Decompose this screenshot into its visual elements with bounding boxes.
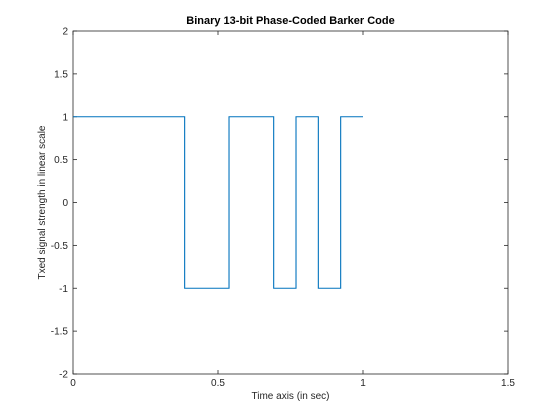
y-tick-label: -0.5 bbox=[51, 241, 69, 252]
y-axis: 2 1.5 1 0.5 0 -0.5 -1 -1.5 -2 bbox=[51, 27, 508, 381]
series-line bbox=[73, 116, 363, 289]
y-tick-label: 1.5 bbox=[54, 69, 68, 80]
x-tick-label: 0 bbox=[70, 378, 76, 389]
x-tick-label: 1 bbox=[360, 378, 366, 389]
chart-title: Binary 13-bit Phase-Coded Barker Code bbox=[186, 15, 394, 27]
x-tick-label: 1.5 bbox=[501, 378, 515, 389]
y-tick-label: -1.5 bbox=[51, 327, 69, 338]
y-tick-label: -2 bbox=[59, 370, 68, 381]
y-tick-label: 2 bbox=[62, 27, 68, 38]
y-tick-label: 0.5 bbox=[54, 155, 68, 166]
y-tick-label: 1 bbox=[62, 112, 68, 123]
x-tick-label: 0.5 bbox=[211, 378, 225, 389]
y-tick-label: -1 bbox=[59, 284, 68, 295]
y-axis-label: Txed signal strength in linear scale bbox=[37, 125, 48, 279]
series-layer bbox=[73, 116, 363, 289]
x-axis: 0 0.5 1 1.5 bbox=[70, 31, 515, 389]
plot-area bbox=[72, 30, 509, 375]
y-tick-label: 0 bbox=[62, 198, 68, 209]
x-axis-label: Time axis (in sec) bbox=[252, 391, 330, 402]
